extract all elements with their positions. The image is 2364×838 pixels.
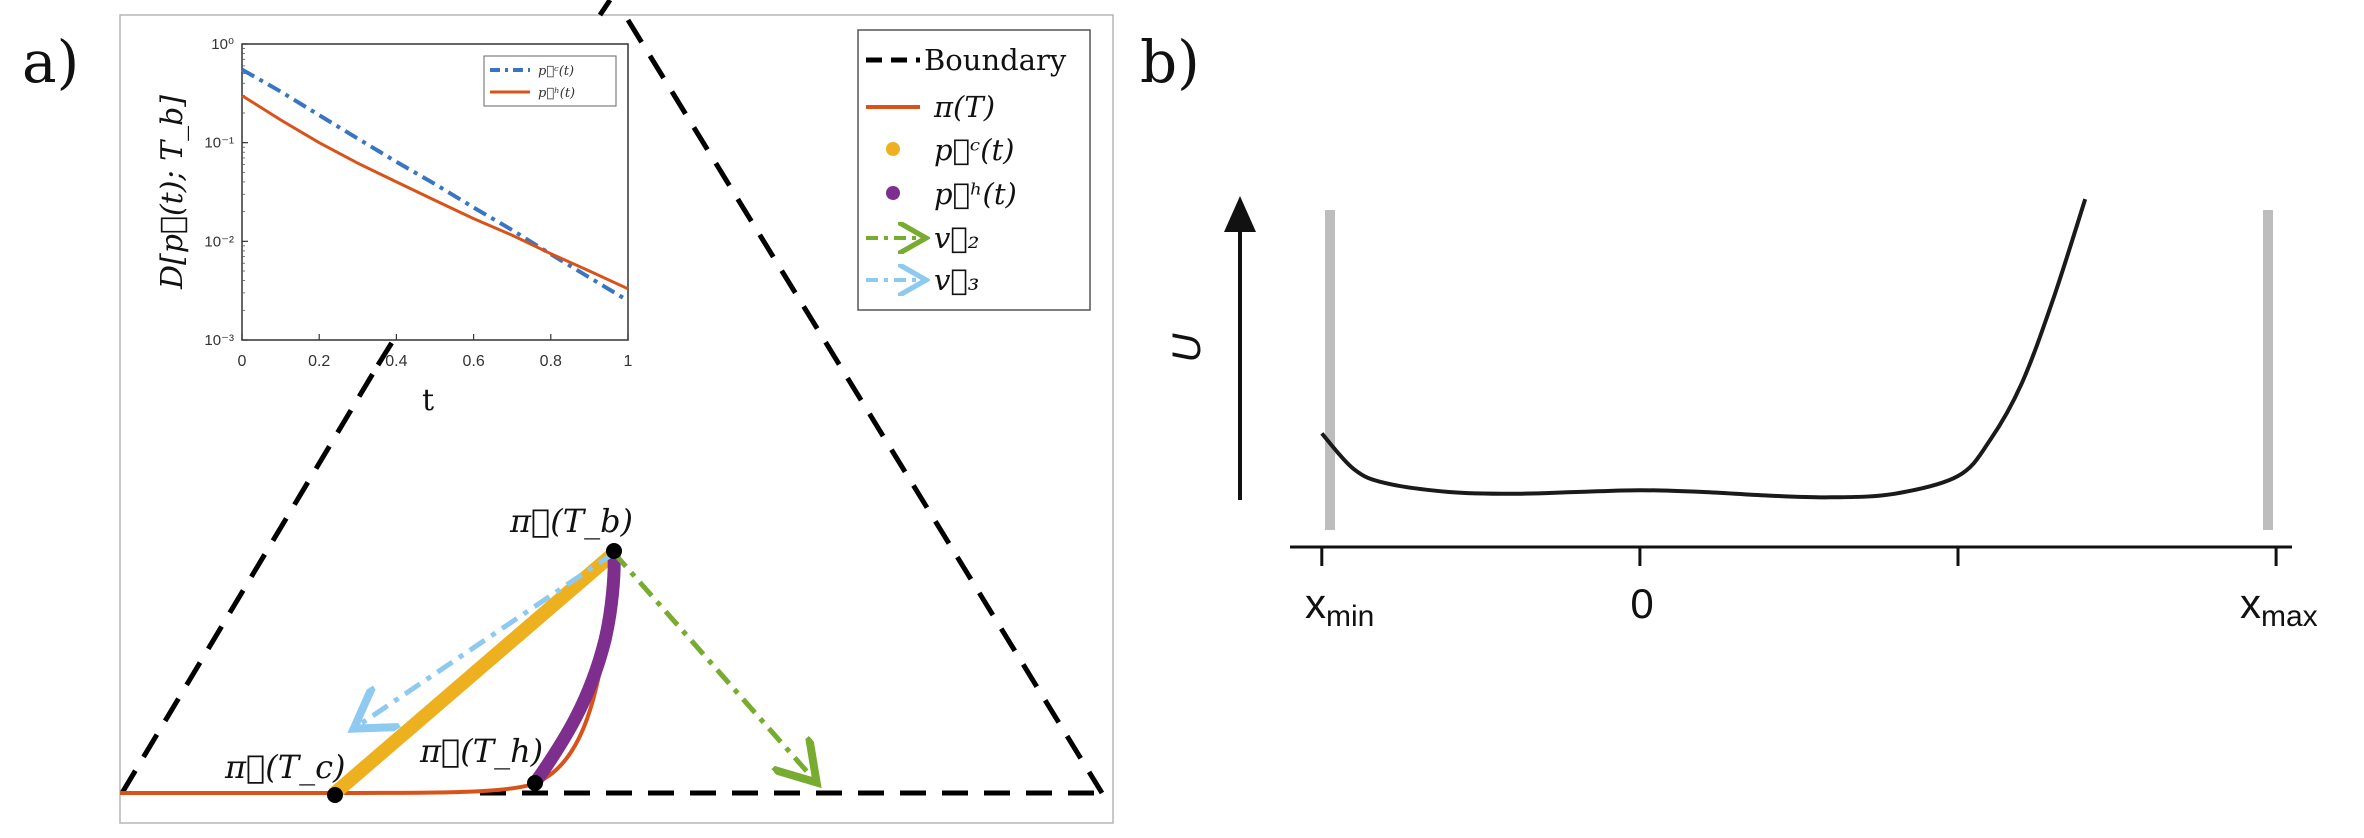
ph-trajectory (528, 546, 621, 790)
pc-trajectory (328, 546, 621, 800)
panel-a-label: a) (22, 28, 79, 96)
u-axis-arrowhead (1224, 196, 1256, 232)
inset-y-tick-label: 10⁰ (211, 36, 234, 53)
point-th (527, 775, 543, 791)
legend-v3-label: v⃗₃ (934, 263, 979, 297)
legend-ph-label: p⃗ʰ(t) (934, 177, 1017, 211)
tick-label-zero: 0 (1630, 580, 1653, 627)
v2-arrow (612, 551, 810, 775)
inset-legend-ph-label: p⃗ʰ(t) (538, 86, 575, 101)
inset-series-ph (241, 94, 629, 291)
v3-arrow (362, 550, 616, 723)
inset-x-tick-label: 0.2 (308, 353, 330, 370)
potential-curve (1320, 198, 2088, 500)
label-th: π⃗(T_h) (419, 732, 543, 770)
point-tc (327, 787, 343, 803)
legend-v2-label: v⃗₂ (934, 221, 979, 255)
panel-a-frame (119, 14, 1114, 824)
label-tb: π⃗(T_b) (509, 502, 633, 540)
inset-chart: 0 0.2 0.4 0.6 0.8 1 10⁻³ 10⁻² 10⁻¹ 10⁰ p⃗ᶜ(t) p⃗ʰ… (155, 36, 633, 418)
legend-a: Boundary π(T) p⃗ᶜ(t) p⃗ʰ(t) v⃗₂ v⃗₃ (857, 29, 1091, 311)
inset-series (241, 67, 630, 303)
inset-x-tick-label: 1 (624, 353, 633, 370)
inset-y-tick-label: 10⁻³ (204, 332, 234, 349)
legend-box (857, 29, 1091, 311)
inset-x-tick-label: 0.4 (385, 353, 407, 370)
inset-ylabel: D[p⃗(t); T_b] (155, 95, 190, 290)
boundary-top (597, 0, 613, 17)
tick-label-xmax: xmax (2240, 580, 2318, 633)
legend-pc-label: p⃗ᶜ(t) (934, 133, 1014, 167)
inset-x-tick-label: 0.8 (540, 353, 562, 370)
inset-legend-box (483, 55, 617, 107)
legend-boundary-label: Boundary (924, 43, 1067, 77)
label-tc: π⃗(T_c) (224, 748, 345, 786)
legend-pc-swatch (886, 142, 900, 156)
inset-ticks: 0 0.2 0.4 0.6 0.8 1 10⁻³ 10⁻² 10⁻¹ 10⁰ (204, 36, 632, 370)
boundary-right (625, 18, 1105, 795)
inset-legend-pc-label: p⃗ᶜ(t) (538, 64, 574, 79)
u-axis-label: U (1165, 332, 1209, 362)
legend-pi-label: π(T) (933, 90, 995, 124)
inset-x-tick-label: 0.6 (462, 353, 484, 370)
boundary-left-lower (119, 363, 381, 795)
panel-b-label: b) (1140, 28, 1200, 96)
legend-ph-swatch (886, 186, 900, 200)
inset-x-tick-label: 0 (238, 353, 247, 370)
inset-legend: p⃗ᶜ(t) p⃗ʰ(t) (483, 55, 617, 107)
panel-b-chart: U xmin 0 xmax (1165, 196, 2318, 633)
tick-label-xmin: xmin (1305, 580, 1374, 633)
point-tb (606, 543, 622, 559)
inset-xlabel: t (422, 383, 434, 418)
inset-y-tick-label: 10⁻² (204, 233, 234, 250)
x-axis-ticks (1320, 547, 2278, 566)
inset-y-tick-label: 10⁻¹ (204, 135, 234, 152)
